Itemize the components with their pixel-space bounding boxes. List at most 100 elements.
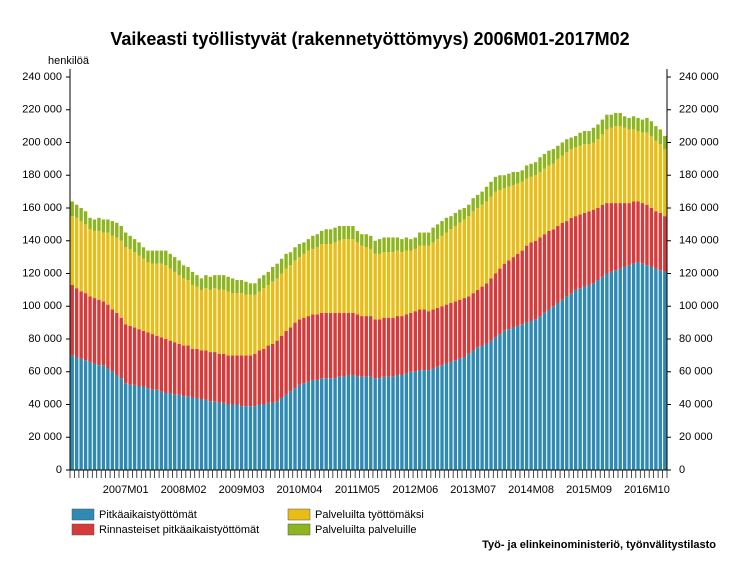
- bar-segment: [324, 312, 328, 379]
- bar-segment: [636, 131, 640, 202]
- y-tick-label: 60 000: [28, 366, 62, 378]
- bar-segment: [605, 129, 609, 204]
- bar-segment: [627, 117, 631, 130]
- x-tick-label: 2014M08: [508, 484, 554, 496]
- bar-segment: [507, 186, 511, 261]
- bar-segment: [355, 314, 360, 377]
- y-tick-label: 80 000: [28, 333, 62, 345]
- bar-segment: [155, 335, 159, 390]
- bar-segment: [195, 275, 199, 287]
- bar-segment: [524, 322, 529, 470]
- bar-segment: [315, 314, 319, 380]
- bar-segment: [444, 217, 449, 233]
- bar-segment: [502, 175, 507, 189]
- bar-segment: [311, 248, 315, 315]
- bar-segment: [614, 113, 618, 127]
- bar-segment: [654, 126, 658, 141]
- y2-tick-label: 140 000: [679, 235, 719, 247]
- y2-tick-label: 180 000: [679, 169, 719, 181]
- bar-segment: [328, 244, 333, 313]
- bar-segment: [395, 237, 400, 251]
- bar-segment: [226, 404, 230, 470]
- bar-segment: [186, 266, 190, 281]
- bar-segment: [484, 343, 489, 470]
- bar-segment: [164, 265, 168, 339]
- bar-segment: [257, 404, 262, 470]
- y2-tick-label: 220 000: [679, 104, 719, 116]
- bar-segment: [377, 319, 382, 379]
- bar-segment: [159, 263, 164, 338]
- bar-segment: [489, 181, 493, 197]
- bar-segment: [320, 230, 324, 245]
- legend-swatch: [287, 508, 311, 521]
- bar-segment: [547, 150, 551, 166]
- bar-segment: [346, 312, 351, 376]
- bar-segment: [132, 327, 137, 385]
- bar-segment: [480, 204, 484, 287]
- bar-segment: [173, 394, 177, 470]
- bar-segment: [404, 314, 409, 374]
- bar-segment: [92, 363, 97, 470]
- bar-segment: [311, 235, 315, 249]
- bar-segment: [208, 289, 213, 353]
- bar-segment: [400, 375, 404, 470]
- bar-segment: [426, 245, 431, 312]
- y2-tick-label: 80 000: [679, 333, 713, 345]
- bar-segment: [190, 284, 195, 349]
- bar-segment: [622, 203, 627, 267]
- bar-segment: [418, 309, 422, 371]
- bar-segment: [444, 232, 449, 305]
- bar-segment: [97, 230, 101, 300]
- bar-segment: [596, 139, 600, 208]
- bar-segment: [654, 268, 658, 470]
- bar-segment: [453, 360, 458, 470]
- bar-segment: [364, 376, 368, 470]
- bar-segment: [475, 208, 480, 290]
- bar-segment: [498, 175, 502, 190]
- bar-segment: [556, 302, 560, 470]
- bar-segment: [279, 258, 284, 274]
- bar-segment: [244, 281, 248, 295]
- y-tick-label: 160 000: [22, 202, 62, 214]
- bar-segment: [578, 145, 582, 215]
- bar-segment: [213, 288, 217, 353]
- bar-segment: [74, 288, 79, 358]
- bar-segment: [511, 327, 515, 470]
- bar-segment: [605, 114, 609, 130]
- bar-segment: [369, 248, 373, 317]
- bar-segment: [462, 219, 466, 299]
- bar-segment: [422, 309, 426, 371]
- bar-segment: [97, 365, 101, 470]
- bar-segment: [101, 232, 106, 302]
- bar-segment: [373, 319, 377, 379]
- bar-segment: [288, 252, 293, 266]
- bar-segment: [346, 375, 351, 470]
- bar-segment: [226, 291, 230, 356]
- bar-segment: [404, 237, 409, 251]
- bar-segment: [119, 317, 123, 379]
- bar-segment: [373, 378, 377, 470]
- bar-segment: [409, 250, 413, 313]
- bar-segment: [377, 253, 382, 320]
- bar-segment: [132, 239, 137, 253]
- bar-segment: [195, 286, 199, 349]
- bar-segment: [475, 194, 480, 208]
- y-tick-label: 240 000: [22, 71, 62, 83]
- bar-segment: [293, 388, 297, 470]
- bar-segment: [186, 345, 190, 397]
- bar-segment: [520, 181, 524, 251]
- bar-segment: [663, 149, 667, 217]
- bar-segment: [449, 216, 453, 230]
- bar-segment: [222, 289, 226, 354]
- bar-segment: [560, 299, 564, 470]
- bar-segment: [578, 132, 582, 146]
- bar-segment: [453, 301, 458, 361]
- bar-segment: [262, 288, 266, 349]
- bar-segment: [614, 126, 618, 204]
- bar-segment: [123, 232, 128, 248]
- bar-segment: [271, 266, 275, 282]
- bar-segment: [409, 239, 413, 251]
- bar-segment: [484, 283, 489, 344]
- bar-segment: [391, 237, 395, 253]
